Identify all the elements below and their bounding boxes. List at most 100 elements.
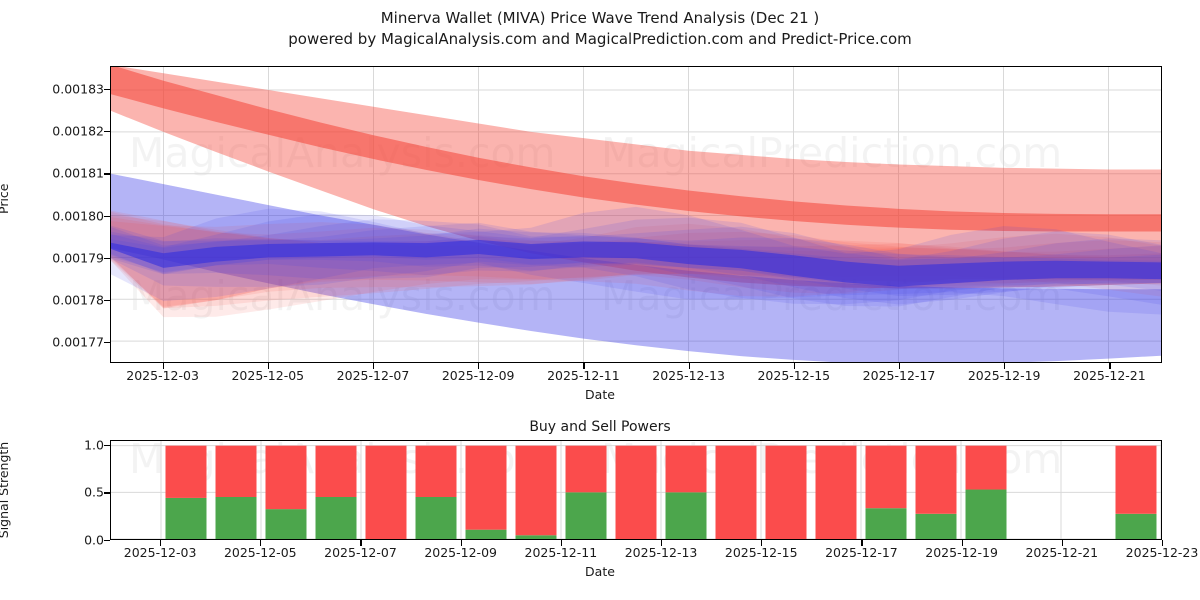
buy-power-bar — [465, 529, 507, 539]
y-tick-mark-top — [104, 131, 110, 133]
x-tick-label-top: 2025-12-17 — [862, 368, 936, 383]
y-tick-mark-top — [104, 173, 110, 175]
buy-power-bar — [565, 492, 607, 539]
x-tick-label-top: 2025-12-03 — [126, 368, 199, 383]
sell-power-bar — [1115, 445, 1157, 514]
y-tick-label-top: 0.00178 — [52, 292, 104, 308]
x-tick-label-top: 2025-12-19 — [967, 368, 1041, 383]
x-tick-label-bottom: 2025-12-19 — [925, 545, 998, 560]
sell-power-bar — [665, 445, 707, 493]
price-bands-svg — [111, 67, 1161, 362]
y-tick-label-top: 0.00177 — [52, 334, 104, 350]
buy-power-bar — [165, 497, 207, 539]
sell-power-bar — [815, 445, 857, 539]
x-tick-mark-top — [478, 363, 480, 369]
x-tick-label-bottom: 2025-12-13 — [624, 545, 698, 560]
x-tick-label-bottom: 2025-12-15 — [724, 545, 798, 560]
x-tick-mark-bottom — [360, 540, 362, 546]
x-tick-label-bottom: 2025-12-17 — [825, 545, 898, 560]
y-tick-label-top: 0.00180 — [52, 208, 104, 224]
sell-power-bar — [865, 445, 907, 509]
y-tick-mark-top — [104, 299, 110, 301]
bar-chart-title: Buy and Sell Powers — [529, 419, 671, 435]
x-tick-mark-bottom — [861, 540, 863, 546]
x-tick-label-bottom: 2025-12-21 — [1025, 545, 1099, 560]
x-tick-mark-bottom — [661, 540, 663, 546]
buy-power-bar — [665, 492, 707, 539]
sell-power-bar — [565, 445, 607, 493]
x-tick-mark-bottom — [160, 540, 162, 546]
x-tick-label-top: 2025-12-21 — [1073, 368, 1146, 383]
x-tick-mark-bottom — [1061, 540, 1063, 546]
sell-power-bar — [765, 445, 807, 539]
x-tick-mark-top — [162, 363, 164, 369]
x-tick-label-bottom: 2025-12-11 — [524, 545, 598, 560]
buy-power-bar — [415, 496, 457, 539]
y-tick-mark-top — [104, 341, 110, 344]
x-tick-label-top: 2025-12-13 — [652, 368, 725, 383]
y-tick-label-bottom: 0.5 — [84, 484, 104, 500]
sell-power-bar — [315, 445, 357, 497]
buy-power-bar — [965, 489, 1007, 539]
y-tick-mark-top — [104, 215, 110, 217]
y-tick-label-bottom: 0.0 — [84, 532, 104, 548]
buy-power-bar — [1115, 513, 1157, 539]
x-tick-label-bottom: 2025-12-03 — [123, 545, 197, 560]
sell-power-bar — [465, 445, 507, 530]
x-tick-label-top: 2025-12-15 — [757, 368, 831, 383]
buy-power-bar — [315, 496, 357, 539]
x-axis-label-date-top: Date — [585, 387, 615, 402]
chart-title-block: Minerva Wallet (MIVA) Price Wave Trend A… — [0, 8, 1200, 50]
y-tick-label-top: 0.00183 — [52, 81, 104, 97]
x-tick-label-top: 2025-12-07 — [336, 368, 410, 383]
sell-power-bar — [415, 445, 457, 497]
y-tick-label-top: 0.00179 — [52, 250, 104, 266]
y-tick-mark-bottom — [104, 444, 110, 446]
x-tick-label-bottom: 2025-12-07 — [324, 545, 397, 560]
y-tick-mark-bottom — [104, 540, 110, 542]
x-tick-mark-top — [1109, 363, 1111, 369]
buy-power-bar — [865, 508, 907, 539]
y-tick-label-top: 0.00182 — [52, 123, 104, 139]
y-tick-mark-bottom — [104, 492, 110, 494]
grid-top — [111, 67, 1161, 362]
buy-sell-powers-plot-area: MagicalAnalysis.comMagicalPrediction.com — [110, 440, 1162, 540]
x-tick-mark-top — [899, 363, 901, 369]
sell-power-bar — [615, 445, 657, 539]
page-subtitle: powered by MagicalAnalysis.com and Magic… — [288, 30, 912, 48]
x-tick-label-top: 2025-12-09 — [441, 368, 515, 383]
x-tick-mark-top — [793, 363, 795, 369]
sell-power-bar — [715, 445, 757, 539]
x-tick-mark-bottom — [761, 540, 763, 546]
sell-power-bar — [965, 445, 1007, 490]
page-title: Minerva Wallet (MIVA) Price Wave Trend A… — [380, 9, 820, 27]
y-tick-label-top: 0.00181 — [52, 165, 104, 181]
sell-power-bar — [365, 445, 407, 539]
x-tick-mark-top — [267, 363, 269, 369]
x-tick-mark-bottom — [961, 540, 963, 546]
sell-power-bar — [265, 445, 307, 510]
sell-power-bar — [215, 445, 257, 497]
x-tick-mark-bottom — [560, 540, 563, 546]
sell-power-bar — [915, 445, 957, 514]
watermark-text: MagicalPrediction.com — [601, 129, 1062, 177]
x-tick-label-bottom: 2025-12-05 — [223, 545, 297, 560]
x-tick-mark-top — [583, 363, 585, 369]
x-tick-label-top: 2025-12-05 — [231, 368, 305, 383]
y-tick-mark-top — [104, 257, 110, 259]
x-tick-mark-bottom — [1162, 540, 1164, 546]
buy-power-bar — [265, 509, 307, 539]
sell-power-bar — [165, 445, 207, 498]
x-tick-mark-top — [373, 363, 375, 369]
x-tick-label-top: 2025-12-11 — [547, 368, 620, 383]
buy-power-bar — [215, 496, 257, 539]
x-tick-mark-bottom — [260, 540, 262, 546]
sell-power-bar — [515, 445, 557, 536]
x-tick-label-bottom: 2025-12-09 — [424, 545, 497, 560]
buy-power-bar — [915, 513, 957, 539]
watermark-text: MagicalAnalysis.com — [129, 272, 556, 320]
x-axis-label-date-bottom: Date — [585, 564, 615, 579]
y-tick-mark-top — [104, 89, 110, 91]
price-wave-plot-area: MagicalAnalysis.com MagicalPrediction.com… — [110, 66, 1162, 363]
